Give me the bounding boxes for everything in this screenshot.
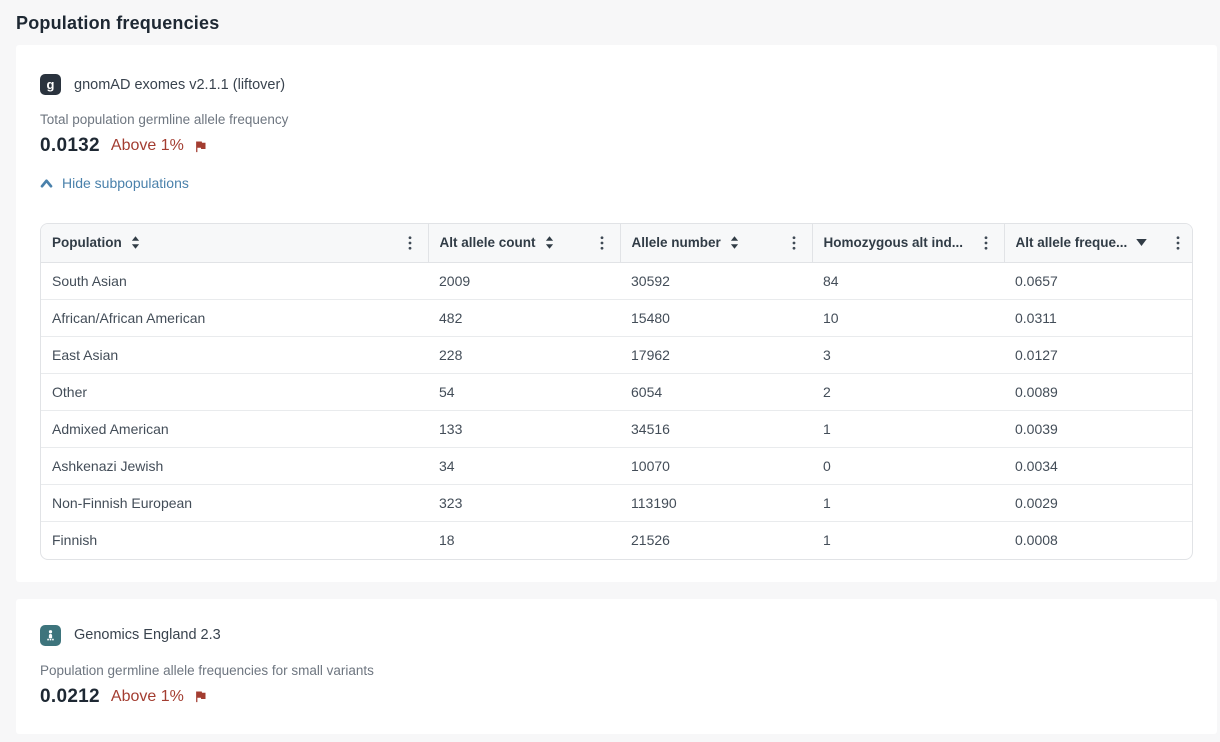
cell-frequency: 0.0039 (1004, 410, 1192, 448)
hide-subpopulations-toggle[interactable]: Hide subpopulations (40, 175, 189, 191)
cell-frequency: 0.0034 (1004, 447, 1192, 485)
cell-homozygous: 84 (812, 262, 1004, 300)
cell-population: South Asian (41, 262, 428, 300)
column-header-alt-allele-frequency[interactable]: Alt allele freque... (1004, 223, 1192, 263)
cell-homozygous: 1 (823, 532, 831, 549)
cell-allele-number: 6054 (620, 373, 812, 411)
table-row: Admixed American 133 34516 1 0.0039 (41, 410, 1192, 448)
cell-allele-number: 34516 (620, 410, 812, 448)
above-threshold-label: Above 1% (110, 687, 184, 705)
sort-both-icon (131, 236, 140, 250)
cell-homozygous: 2 (812, 373, 1004, 411)
cell-homozygous: 10 (812, 299, 1004, 337)
cell-frequency: 0.0657 (1004, 262, 1192, 300)
gnomad-badge-icon: g (40, 74, 61, 95)
column-header-alt-allele-count[interactable]: Alt allele count (428, 223, 621, 263)
cell-frequency: 0.0089 (1004, 373, 1192, 411)
genomics-england-badge-icon (40, 624, 61, 646)
cell-alt-allele-count: 482 (428, 299, 620, 337)
column-menu-icon[interactable] (594, 233, 610, 253)
cell-frequency: 0.0311 (1004, 299, 1192, 337)
frequency-value: 0.0212 (40, 685, 100, 707)
cell-population: African/African American (41, 299, 428, 337)
cell-population: Non-Finnish European (41, 484, 428, 522)
column-menu-icon[interactable] (978, 233, 994, 253)
column-header-allele-number[interactable]: Allele number (620, 223, 813, 263)
sort-descending-icon (1136, 239, 1148, 247)
table-row: Other 54 6054 2 0.0089 (41, 373, 1192, 411)
cell-population: Admixed American (41, 410, 428, 448)
table-row: African/African American 482 15480 10 0.… (41, 299, 1192, 337)
cell-homozygous: 3 (812, 336, 1004, 374)
source-name: Genomics England 2.3 (74, 627, 221, 643)
cell-allele-number: 15480 (620, 299, 812, 337)
cell-frequency: 0.0008 (1015, 532, 1058, 549)
sort-both-icon (730, 236, 739, 250)
table-row: Non-Finnish European 323 113190 1 0.0029 (41, 484, 1192, 522)
cell-population: Other (41, 373, 428, 411)
cell-alt-allele-count: 34 (428, 447, 620, 485)
toggle-label: Hide subpopulations (62, 175, 189, 191)
source-description: Total population germline allele frequen… (40, 112, 289, 127)
sort-both-icon (545, 236, 554, 250)
column-header-population[interactable]: Population (41, 223, 429, 263)
source-header: g gnomAD exomes v2.1.1 (liftover) (40, 74, 1193, 95)
flag-icon (193, 689, 208, 704)
cell-frequency: 0.0127 (1004, 336, 1192, 374)
frequency-value: 0.0132 (40, 135, 100, 156)
gnomad-exomes-card: g gnomAD exomes v2.1.1 (liftover) Total … (16, 45, 1217, 582)
table-header-row: Population Alt allele count (41, 223, 1192, 263)
table-row: East Asian 228 17962 3 0.0127 (41, 336, 1192, 374)
cell-alt-allele-count: 2009 (428, 262, 620, 300)
cell-homozygous: 1 (812, 484, 1004, 522)
table-row: South Asian 2009 30592 84 0.0657 (41, 262, 1192, 300)
cell-allele-number: 10070 (620, 447, 812, 485)
cell-homozygous: 0 (812, 447, 1004, 485)
column-menu-icon[interactable] (786, 233, 802, 253)
cell-alt-allele-count: 18 (439, 532, 455, 549)
cell-alt-allele-count: 228 (428, 336, 620, 374)
source-header: Genomics England 2.3 (40, 624, 1193, 646)
cell-alt-allele-count: 323 (428, 484, 620, 522)
frequency-metric: 0.0132 Above 1% (40, 135, 1193, 157)
table-row: Finnish 18 21526 1 0.0008 (41, 522, 1192, 559)
source-description: Population germline allele frequencies f… (40, 662, 374, 678)
chevron-up-icon (40, 178, 53, 188)
cell-population: Ashkenazi Jewish (41, 447, 428, 485)
frequency-metric: 0.0212 Above 1% (40, 686, 1193, 708)
population-table-body: South Asian 2009 30592 84 0.0657 African… (41, 262, 1192, 559)
cell-homozygous: 1 (812, 410, 1004, 448)
cell-allele-number: 30592 (620, 262, 812, 300)
subpopulations-table: Population Alt allele count (40, 222, 1193, 560)
cell-allele-number: 113190 (620, 484, 812, 522)
source-name: gnomAD exomes v2.1.1 (liftover) (74, 76, 286, 93)
table-row: Ashkenazi Jewish 34 10070 0 0.0034 (41, 447, 1192, 485)
cell-frequency: 0.0029 (1004, 484, 1192, 522)
cell-allele-number: 21526 (631, 532, 670, 549)
above-threshold-label: Above 1% (110, 137, 184, 154)
cell-alt-allele-count: 133 (428, 410, 620, 448)
cell-population: East Asian (41, 336, 428, 374)
column-menu-icon[interactable] (1170, 233, 1186, 253)
column-header-homozygous-alt[interactable]: Homozygous alt ind... (812, 223, 1005, 263)
cell-allele-number: 17962 (620, 336, 812, 374)
genomics-england-card: Genomics England 2.3 Population germline… (16, 598, 1217, 734)
cell-population: Finnish (52, 532, 98, 549)
cell-alt-allele-count: 54 (428, 373, 620, 411)
flag-icon (193, 139, 208, 154)
page-title: Population frequencies (16, 13, 220, 33)
column-menu-icon[interactable] (402, 233, 418, 253)
